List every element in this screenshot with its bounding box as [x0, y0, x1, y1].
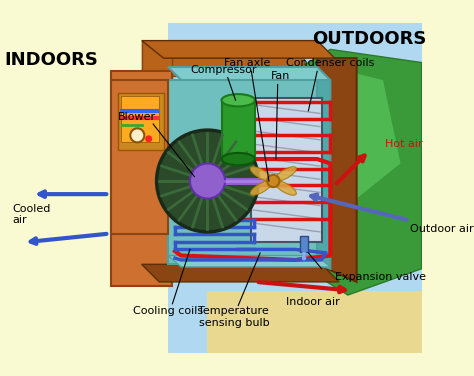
Ellipse shape	[221, 153, 255, 165]
Polygon shape	[142, 41, 173, 269]
Polygon shape	[168, 67, 330, 80]
Polygon shape	[260, 49, 421, 295]
Circle shape	[130, 128, 144, 143]
Text: OUTDOORS: OUTDOORS	[313, 30, 427, 48]
Polygon shape	[251, 98, 321, 243]
Text: Expansion valve: Expansion valve	[335, 273, 426, 282]
Text: Cooled
air: Cooled air	[13, 203, 51, 225]
Text: Compressor: Compressor	[190, 65, 256, 74]
Text: Hot air: Hot air	[385, 139, 422, 149]
Polygon shape	[111, 80, 168, 233]
Text: Cooling coils: Cooling coils	[133, 306, 203, 316]
Polygon shape	[142, 41, 335, 58]
Circle shape	[190, 164, 225, 199]
Polygon shape	[111, 71, 173, 286]
Ellipse shape	[221, 94, 255, 106]
Text: Fan: Fan	[271, 71, 290, 81]
Polygon shape	[6, 23, 168, 353]
Text: Blower: Blower	[118, 112, 156, 122]
Polygon shape	[142, 264, 339, 282]
Ellipse shape	[274, 167, 296, 181]
Text: Fan axle: Fan axle	[224, 58, 270, 68]
Polygon shape	[221, 100, 255, 159]
Ellipse shape	[250, 167, 272, 181]
Polygon shape	[286, 67, 401, 199]
Polygon shape	[121, 96, 159, 141]
Circle shape	[302, 256, 306, 261]
Polygon shape	[168, 80, 317, 264]
Circle shape	[156, 130, 258, 232]
Circle shape	[302, 252, 306, 256]
Polygon shape	[208, 291, 421, 353]
Text: Outdoor air: Outdoor air	[410, 224, 474, 234]
Text: Temperature
sensing bulb: Temperature sensing bulb	[199, 306, 269, 328]
Text: Indoor air: Indoor air	[286, 297, 340, 307]
Bar	[301, 236, 308, 252]
Polygon shape	[142, 41, 304, 76]
Polygon shape	[118, 93, 164, 150]
Ellipse shape	[250, 181, 272, 195]
Ellipse shape	[274, 181, 296, 195]
Text: Condenser coils: Condenser coils	[286, 58, 374, 68]
Circle shape	[267, 175, 280, 187]
Text: INDOORS: INDOORS	[4, 51, 98, 69]
Polygon shape	[317, 58, 356, 282]
Polygon shape	[168, 256, 330, 267]
Circle shape	[145, 135, 152, 143]
Polygon shape	[317, 80, 330, 269]
